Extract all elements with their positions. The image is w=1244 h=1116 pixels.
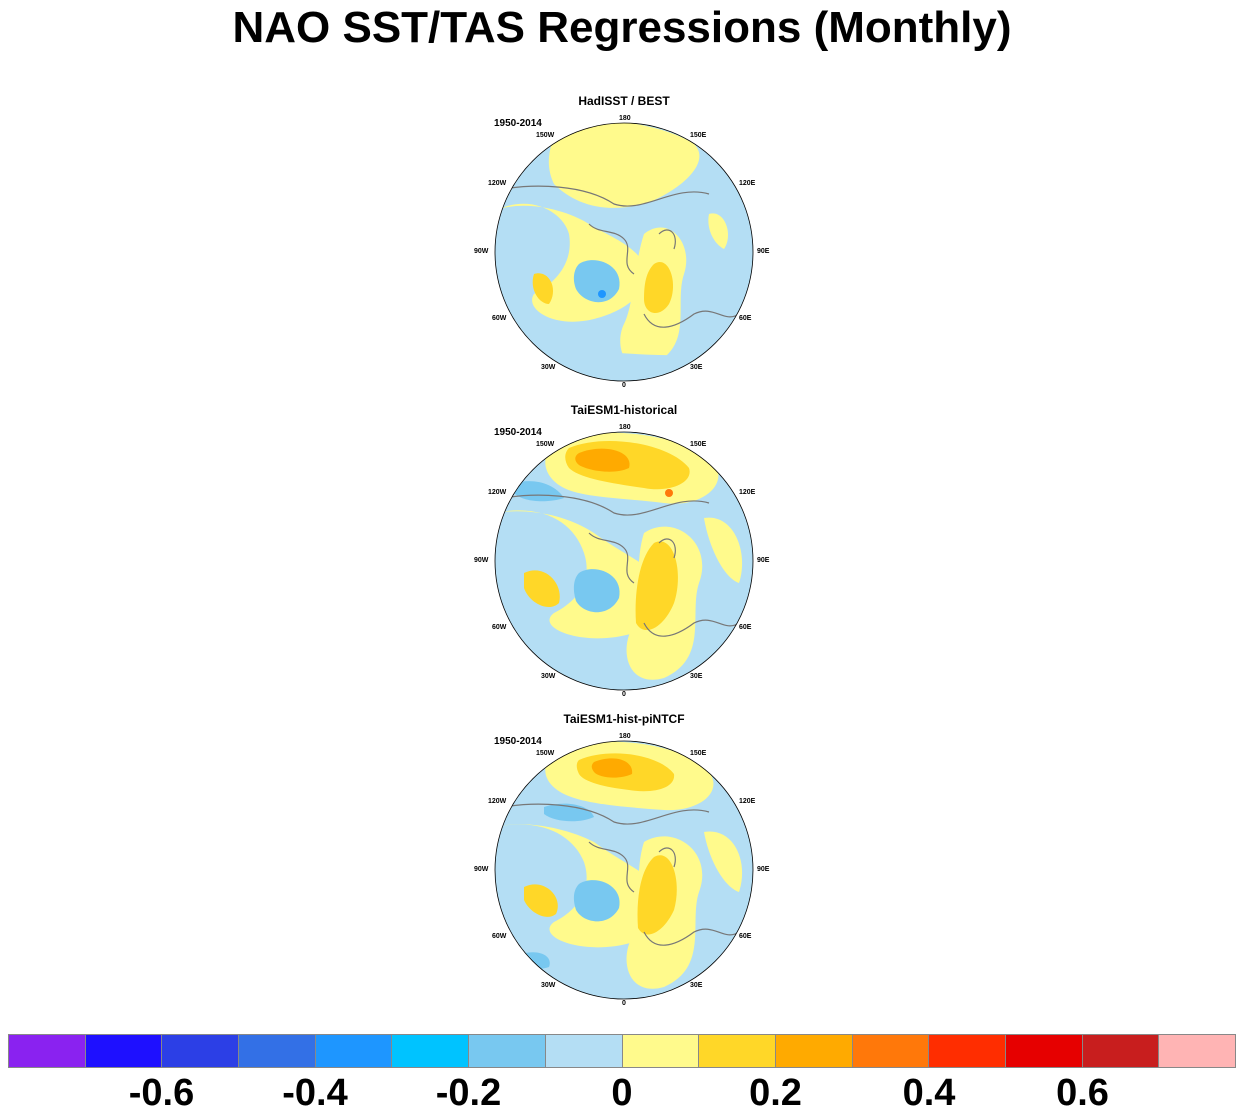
colorbar-swatch — [929, 1035, 1006, 1067]
map-panel-2: TaiESM1-historical 1950-2014 180 150E 12… — [474, 403, 774, 703]
longitude-label: 30E — [690, 364, 703, 371]
longitude-label: 150W — [536, 132, 555, 139]
longitude-label: 180 — [619, 424, 631, 431]
polar-map — [494, 740, 754, 1000]
longitude-label: 90E — [757, 866, 770, 873]
colorbar-swatch — [1159, 1035, 1235, 1067]
panel-title: TaiESM1-historical — [570, 403, 678, 417]
map-panel-1: HadISST / BEST 1950-2014 180 150E 120E 9… — [474, 94, 774, 394]
longitude-label: 150W — [536, 750, 555, 757]
colorbar-swatch — [622, 1035, 700, 1067]
longitude-label: 60E — [739, 624, 752, 631]
longitude-label: 30E — [690, 673, 703, 680]
panel-period: 1950-2014 — [494, 118, 542, 129]
longitude-label: 150E — [690, 441, 707, 448]
longitude-label: 60W — [492, 933, 507, 940]
longitude-label: 60W — [492, 624, 507, 631]
colorbar-swatch — [852, 1035, 930, 1067]
longitude-label: 30W — [541, 982, 556, 989]
longitude-label: 120W — [488, 489, 507, 496]
colorbar-swatch — [1082, 1035, 1160, 1067]
map-panel-3: TaiESM1-hist-piNTCF 1950-2014 180 150E 1… — [474, 712, 774, 1012]
panel-period: 1950-2014 — [494, 427, 542, 438]
colorbar — [8, 1034, 1236, 1068]
panel-title: HadISST / BEST — [578, 94, 670, 108]
longitude-label: 120E — [739, 798, 756, 805]
longitude-label: 120W — [488, 798, 507, 805]
longitude-label: 60E — [739, 933, 752, 940]
colorbar-tick-label: 0.2 — [749, 1072, 802, 1114]
colorbar-tick-label: 0 — [611, 1072, 633, 1114]
colorbar-swatch — [545, 1035, 623, 1067]
colorbar-swatch — [775, 1035, 853, 1067]
longitude-label: 150E — [690, 132, 707, 139]
longitude-label: 90W — [474, 248, 489, 255]
longitude-label: 60W — [492, 315, 507, 322]
longitude-label: 150W — [536, 441, 555, 448]
colorbar-tick-label: -0.4 — [282, 1072, 348, 1114]
colorbar-swatch — [469, 1035, 546, 1067]
colorbar-tick-label: 0.6 — [1056, 1072, 1109, 1114]
longitude-label: 120W — [488, 180, 507, 187]
colorbar-tick-label: -0.6 — [128, 1072, 195, 1114]
panel-title: TaiESM1-hist-piNTCF — [563, 712, 685, 726]
longitude-label: 30W — [541, 364, 556, 371]
longitude-label: 180 — [619, 115, 631, 122]
longitude-label: 180 — [619, 733, 631, 740]
longitude-label: 90W — [474, 557, 489, 564]
longitude-label: 90E — [757, 557, 770, 564]
colorbar-swatch — [1005, 1035, 1083, 1067]
longitude-label: 120E — [739, 180, 756, 187]
colorbar-tick-label: 0.4 — [902, 1072, 956, 1114]
polar-map — [494, 431, 754, 691]
colorbar-swatch — [9, 1035, 86, 1067]
longitude-label: 120E — [739, 489, 756, 496]
positive-anomaly-region — [548, 123, 700, 208]
longitude-label: 30W — [541, 673, 556, 680]
longitude-label: 60E — [739, 315, 752, 322]
longitude-label: 90E — [757, 248, 770, 255]
colorbar-swatch — [392, 1035, 470, 1067]
longitude-label: 0 — [622, 1000, 626, 1007]
longitude-label: 150E — [690, 750, 707, 757]
longitude-label: 30E — [690, 982, 703, 989]
panel-period: 1950-2014 — [494, 736, 542, 747]
longitude-label: 0 — [622, 382, 626, 389]
colorbar-swatch — [162, 1035, 240, 1067]
colorbar-swatch — [699, 1035, 776, 1067]
colorbar-swatch — [315, 1035, 393, 1067]
figure-title: NAO SST/TAS Regressions (Monthly) — [232, 3, 1012, 52]
longitude-label: 0 — [622, 691, 626, 698]
colorbar-tick-label: -0.2 — [435, 1072, 502, 1114]
colorbar-swatch — [85, 1035, 163, 1067]
longitude-label: 90W — [474, 866, 489, 873]
polar-map — [494, 122, 754, 382]
colorbar-swatch — [239, 1035, 316, 1067]
